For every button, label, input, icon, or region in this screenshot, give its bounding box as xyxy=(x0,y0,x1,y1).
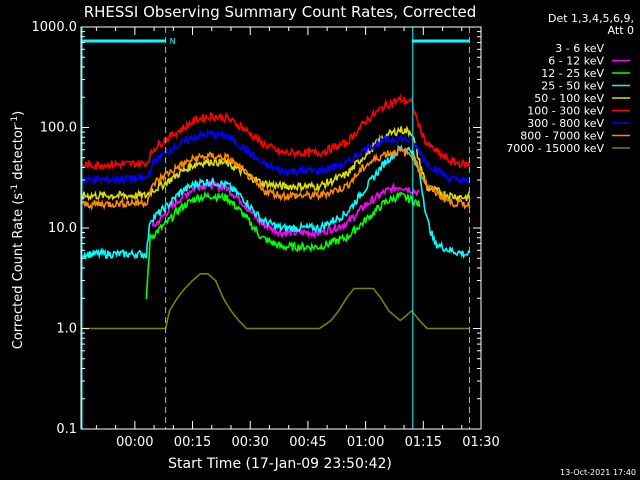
series-line xyxy=(80,145,471,211)
y-tick-label: 100.0 xyxy=(40,121,77,136)
legend-entry-label: 800 - 7000 keV xyxy=(520,130,604,143)
series-line xyxy=(145,190,421,300)
y-tick-label: 10.0 xyxy=(48,221,77,236)
x-tick-label: 00:15 xyxy=(174,435,211,450)
legend-entry-label: 25 - 50 keV xyxy=(541,80,604,93)
y-axis-label-close: ) xyxy=(11,111,26,116)
y-tick-label: 1.0 xyxy=(56,322,77,337)
legend-entry-label: 50 - 100 keV xyxy=(534,92,604,105)
y-tick-label: 0.1 xyxy=(56,422,77,437)
x-tick-label: 00:45 xyxy=(289,435,326,450)
y-tick-label: 1000.0 xyxy=(32,20,78,35)
y-axis-label-exp1: -1 xyxy=(10,184,20,193)
legend-entry-label: 6 - 12 keV xyxy=(548,55,604,68)
series-line xyxy=(80,128,471,187)
y-axis-label-text: Corrected Count Rate (s xyxy=(11,193,26,350)
x-tick-label: 01:15 xyxy=(405,435,442,450)
x-axis-label: Start Time (17-Jan-09 23:50:42) xyxy=(168,456,392,472)
x-tick-label: 00:00 xyxy=(116,435,153,450)
legend-entry-label: 3 - 6 keV xyxy=(555,42,604,55)
series-layer xyxy=(80,93,471,330)
y-axis-label: Corrected Count Rate (s-1 detector-1) xyxy=(10,111,26,349)
x-tick-label: 01:00 xyxy=(347,435,384,450)
series-line xyxy=(80,125,471,203)
x-tick-label: 01:30 xyxy=(462,435,499,450)
legend-entry-label: 7000 - 15000 keV xyxy=(506,142,604,155)
series-line xyxy=(155,201,421,270)
legend-entry-label: 100 - 300 keV xyxy=(527,105,604,118)
legend-entry-label: 12 - 25 keV xyxy=(541,67,604,80)
series-line xyxy=(81,273,470,330)
y-axis-label-text2: detector xyxy=(11,124,26,184)
legend-header: Att 0 xyxy=(608,24,634,37)
legend-header: Det 1,3,4,5,6,9, xyxy=(548,12,634,25)
axes: 1000.0 100.0 10.0 1.0 0.1 00:00 00:15 00:30 00:4… xyxy=(32,20,500,450)
night-marker-label: N xyxy=(170,37,176,46)
series-line xyxy=(80,93,471,171)
y-axis-label-exp2: -1 xyxy=(10,116,20,125)
footer-date: 13-Oct-2021 17:40 xyxy=(560,468,636,477)
legend-entry-label: 300 - 800 keV xyxy=(527,117,604,130)
chart-title: RHESSI Observing Summary Count Rates, Co… xyxy=(84,3,477,21)
x-tick-label: 00:30 xyxy=(231,435,268,450)
